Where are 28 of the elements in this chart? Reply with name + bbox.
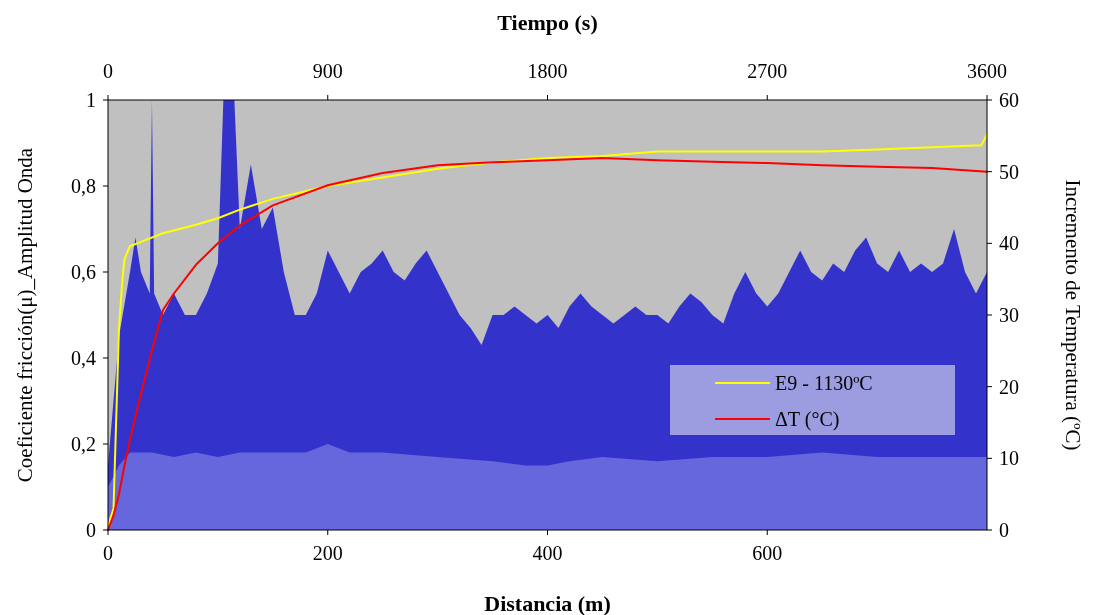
y2-tick-label: 20: [999, 375, 1019, 398]
y-tick-label: 0: [86, 519, 96, 541]
x2-tick-label: 1800: [527, 60, 568, 82]
x2-tick-label: 3600: [967, 60, 1007, 82]
x-tick-label: 200: [312, 542, 343, 564]
legend-label: E9 - 1130ºC: [775, 372, 873, 394]
x2-tick-label: 0: [103, 60, 113, 82]
y2-tick-label: 10: [999, 447, 1019, 470]
x-tick-label: 400: [532, 542, 563, 564]
y2-tick-label: 60: [999, 89, 1019, 111]
x-tick-label: 600: [752, 542, 783, 564]
y-tick-label: 0,6: [71, 261, 96, 283]
y-tick-label: 0,2: [71, 433, 96, 455]
y-axis-title: Coeficiente fricción(μ)_Amplitud Onda: [13, 147, 37, 483]
y-tick-label: 0,4: [71, 347, 96, 369]
y-tick-label: 0,8: [71, 175, 96, 197]
y2-tick-label: 50: [999, 160, 1019, 183]
x-axis-title: Distancia (m): [484, 591, 611, 615]
y2-axis-title: Incremento de Temperatura (ºC): [1061, 179, 1085, 451]
x-tick-label: 0: [103, 542, 113, 564]
y2-tick-label: 30: [999, 304, 1019, 326]
legend-label: ΔT (°C): [775, 408, 840, 431]
y2-tick-label: 40: [999, 232, 1019, 255]
x2-tick-label: 2700: [747, 60, 788, 82]
x2-tick-label: 900: [312, 60, 343, 82]
y2-tick-label: 0: [999, 519, 1009, 541]
x2-axis-title: Tiempo (s): [497, 10, 598, 35]
y-tick-label: 1: [86, 89, 96, 111]
